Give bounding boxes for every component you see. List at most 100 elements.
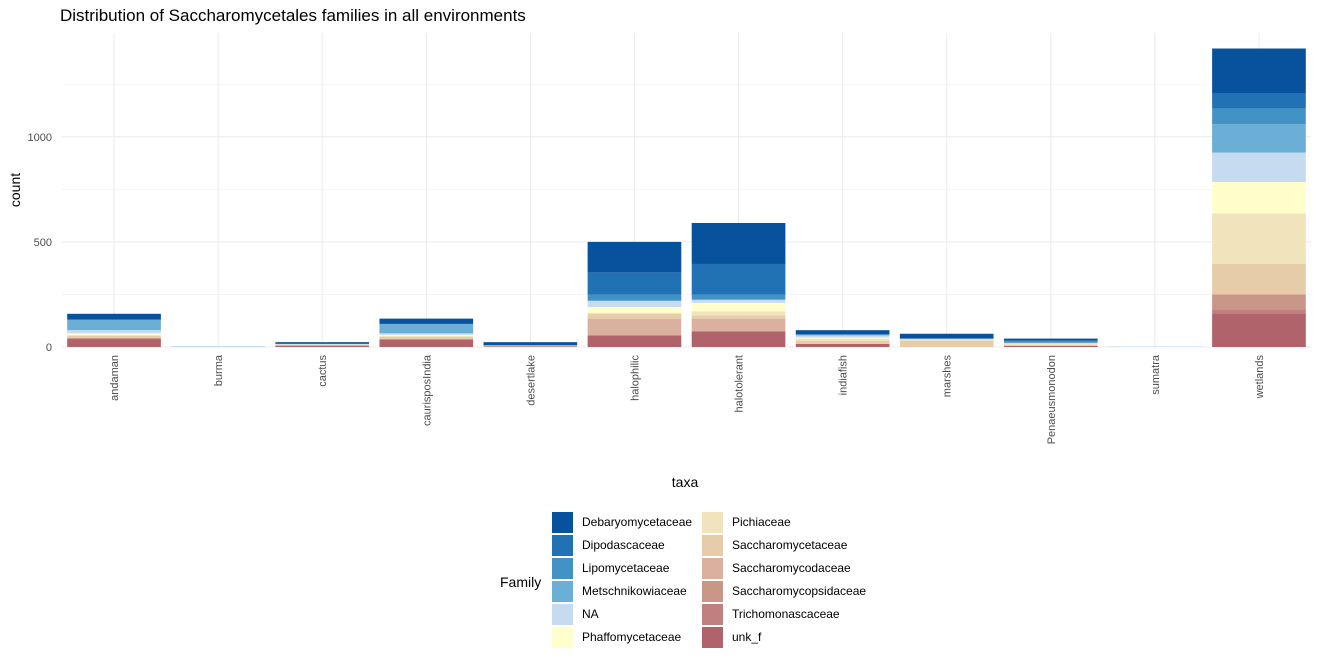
legend-key-swatch [702,558,723,579]
bar-segment-wetlands-lipomycetaceae [1212,108,1306,125]
legend-label: Metschnikowiaceae [582,584,687,598]
bar-segment-wetlands-saccharomycetaceae [1212,263,1306,295]
x-tick-label-andaman: andaman [109,355,121,401]
bar-segment-indiafish-unk-f [795,343,890,347]
bar-segment-cactus-debaryomycetaceae [275,342,370,344]
x-tick-label-burma: burma [213,354,225,386]
legend-key-swatch [702,512,723,533]
bar-segment-halotolerant-debaryomycetaceae [691,222,786,264]
bar-segment-marshes-saccharomycetaceae [899,340,994,347]
stacked-bar-plot: 0 500 1000 andaman burma cactus caurisposIndi… [7,33,1311,490]
bar-segment-halophilic-dipodascaceae [587,272,682,295]
bar-segment-halophilic-saccharomycodaceae [587,318,682,336]
bar-segment-penaeusmonodon-saccharomycetaceae [1003,344,1098,346]
bar-stack-cactus [275,342,370,347]
bar-segment-marshes-pichiaceae [899,339,994,341]
bar-segment-indiafish-phaffomycetaceae [795,337,890,339]
legend-key-swatch [702,604,723,625]
bar-stack-halophilic [587,241,682,347]
legend-label: NA [582,607,599,621]
bar-segment-andaman-na [67,330,161,334]
legend-label: Debaryomycetaceae [582,515,693,529]
bar-segment-wetlands-unk-f [1212,313,1306,347]
bar-stack-marshes [899,333,994,347]
bar-segment-halotolerant-pichiaceae [691,311,786,316]
bar-segment-caurisposindia-phaffomycetaceae [379,334,474,336]
bar-stack-andaman [67,313,161,347]
bar-segment-wetlands-pichiaceae [1212,213,1306,264]
legend-key-swatch [702,581,723,602]
legend-key-swatch [702,535,723,556]
x-tick-label-indiafish: indiafish [838,355,850,395]
x-tick-label-cactus: cactus [317,355,329,387]
bar-segment-andaman-metschnikowiaceae [67,319,161,331]
x-tick-label-caurisposindia: caurisposIndia [421,354,433,426]
bar-segment-desertlake-na [483,345,578,346]
bar-stack-wetlands [1212,48,1306,347]
bar-segment-penaeusmonodon-pichiaceae [1003,343,1098,345]
bar-segment-wetlands-phaffomycetaceae [1212,181,1306,214]
bar-segment-caurisposindia-saccharomycopsidaceae [379,339,474,340]
legend-key-swatch [702,627,723,648]
bar-segment-indiafish-debaryomycetaceae [795,330,890,335]
bar-segment-wetlands-trichomonascaceae [1212,309,1306,314]
bar-segment-penaeusmonodon-na [1003,342,1098,344]
legend-key-swatch [552,581,573,602]
bar-segment-desertlake-saccharomycetaceae [483,345,578,347]
bar-segment-caurisposindia-metschnikowiaceae [379,323,474,334]
bar-segment-wetlands-saccharomycopsidaceae [1212,294,1306,310]
bar-segment-wetlands-metschnikowiaceae [1212,124,1306,153]
bar-segment-cactus-saccharomycopsidaceae [275,345,370,347]
bar-segment-halophilic-phaffomycetaceae [587,307,682,314]
bar-segment-marshes-na [899,338,994,340]
grid-lines [62,33,1311,348]
bar-segment-indiafish-na [795,335,890,338]
bar-segment-halophilic-saccharomycetaceae [587,313,682,319]
legend-label: Saccharomycetaceae [732,538,848,552]
x-tick-label-sumatra: sumatra [1150,354,1162,395]
x-tick-label-wetlands: wetlands [1254,355,1266,400]
bar-stack-caurisposindia [379,318,474,347]
y-tick-label: 0 [46,342,52,354]
x-axis-tick-labels: andaman burma cactus caurisposIndia desertla… [109,354,1266,444]
legend-label: Saccharomycodaceae [732,561,851,575]
x-tick-label-halotolerant: halotolerant [734,355,746,413]
bar-segment-wetlands-dipodascaceae [1212,93,1306,109]
bar-segment-caurisposindia-pichiaceae [379,335,474,337]
legend-key-swatch [552,512,573,533]
bar-segment-penaeusmonodon-lipomycetaceae [1003,340,1098,343]
bar-segment-andaman-pichiaceae [67,334,161,336]
x-tick-label-marshes: marshes [942,355,954,398]
legend-label: Trichomonascaceae [732,607,840,621]
bar-segment-halotolerant-phaffomycetaceae [691,302,786,312]
bar-segment-halophilic-unk-f [587,335,682,347]
legend-key-swatch [552,604,573,625]
x-tick-label-penaeusmonodon: Penaeusmonodon [1046,355,1058,444]
chart-title: Distribution of Saccharomycetales famili… [60,6,526,25]
bar-segment-andaman-saccharomycetaceae [67,335,161,338]
x-tick-label-halophilic: halophilic [629,355,641,401]
bar-stack-burma [171,345,265,347]
legend-label: Pichiaceae [732,515,791,529]
bar-stack-penaeusmonodon [1003,338,1098,347]
bar-segment-andaman-phaffomycetaceae [67,333,161,335]
bar-segment-halotolerant-lipomycetaceae [691,294,786,300]
legend-title: Family [500,574,542,590]
x-tick-label-desertlake: desertlake [525,355,537,406]
bar-segment-halotolerant-unk-f [691,331,786,347]
bar-stack-halotolerant [691,222,786,347]
y-tick-label: 500 [34,237,52,249]
bar-segment-halophilic-na [587,300,682,308]
bar-segment-caurisposindia-na [379,333,474,335]
bar-segment-halotolerant-saccharomycetaceae [691,315,786,319]
bar-segment-halotolerant-saccharomycodaceae [691,318,786,332]
x-axis-title: taxa [672,474,699,490]
bar-segment-andaman-debaryomycetaceae [67,313,161,320]
bar-segment-cactus-na [275,343,370,345]
bar-segment-desertlake-debaryomycetaceae [483,342,578,346]
bar-segment-caurisposindia-debaryomycetaceae [379,318,474,324]
bar-segment-andaman-unk-f [67,339,161,347]
legend-key-swatch [552,535,573,556]
bar-segment-burma-na [171,345,265,347]
legend-key-swatch [552,558,573,579]
